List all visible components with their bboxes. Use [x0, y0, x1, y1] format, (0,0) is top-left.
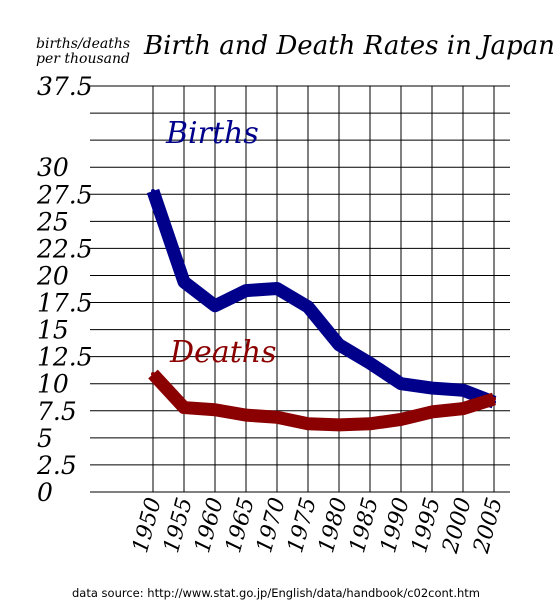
series-layer: Births Deaths — [146, 116, 497, 432]
y-axis-label-line1: births/deaths — [36, 36, 130, 52]
x-tick-labels: 1950195519601965197019751980198519901995… — [128, 495, 508, 557]
data-point-births — [244, 288, 248, 293]
y-tick-label: 7.5 — [37, 397, 77, 426]
series-label-deaths: Deaths — [169, 335, 276, 370]
y-tick-label: 5 — [37, 424, 53, 453]
data-point-deaths — [492, 396, 496, 401]
series-line-deaths — [148, 369, 496, 432]
data-point-births — [275, 286, 279, 291]
y-tick-label: 12.5 — [37, 343, 93, 372]
data-point-births — [306, 304, 310, 309]
y-tick-label: 17.5 — [37, 289, 93, 318]
y-tick-label: 0 — [37, 478, 53, 507]
y-tick-label: 15 — [37, 316, 69, 345]
data-point-deaths — [306, 421, 310, 426]
data-point-births — [430, 386, 434, 391]
data-point-deaths — [430, 409, 434, 414]
chart-title: Birth and Death Rates in Japan — [143, 31, 555, 61]
data-point-deaths — [461, 406, 465, 411]
data-point-deaths — [151, 371, 155, 376]
data-point-births — [337, 342, 341, 347]
data-point-deaths — [275, 415, 279, 420]
series-line-births — [146, 188, 497, 409]
series-label-births: Births — [165, 116, 259, 151]
data-point-deaths — [399, 417, 403, 422]
data-point-deaths — [244, 413, 248, 418]
y-axis-label-line2: per thousand — [36, 51, 130, 67]
grid — [90, 85, 510, 493]
data-source: data source: http://www.stat.go.jp/Engli… — [72, 586, 480, 600]
y-tick-label: 25 — [36, 207, 69, 236]
data-point-births — [151, 189, 155, 194]
data-point-births — [368, 361, 372, 366]
data-point-births — [213, 303, 217, 308]
data-point-deaths — [213, 407, 217, 412]
y-tick-label: 37.5 — [37, 72, 93, 101]
data-point-deaths — [368, 421, 372, 426]
y-tick-label: 30 — [37, 153, 69, 182]
y-tick-label: 22.5 — [36, 234, 93, 263]
data-point-births — [399, 381, 403, 386]
y-tick-label: 20 — [36, 261, 69, 290]
y-tick-label: 10 — [37, 370, 69, 399]
data-point-births — [461, 388, 465, 393]
y-tick-label: 27.5 — [36, 180, 93, 209]
data-point-deaths — [182, 405, 186, 410]
data-point-births — [182, 279, 186, 284]
data-point-deaths — [337, 422, 341, 427]
y-tick-label: 2.5 — [36, 451, 77, 480]
